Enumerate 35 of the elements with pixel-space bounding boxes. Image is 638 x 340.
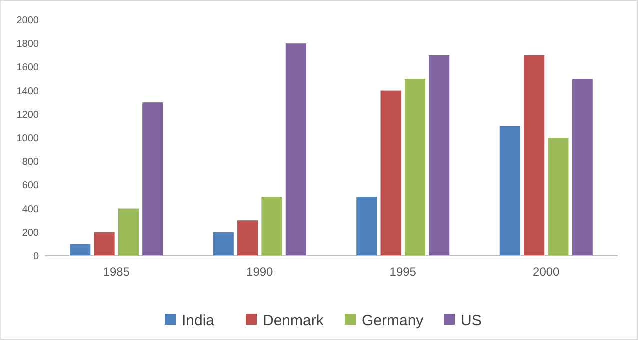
y-tick-label: 200	[22, 228, 40, 239]
bar	[356, 197, 378, 256]
x-tick-label: 1995	[390, 265, 417, 279]
y-tick-label: 1600	[16, 62, 40, 74]
bar	[94, 232, 115, 256]
y-tick-label: 1400	[16, 86, 40, 98]
bar	[524, 55, 545, 256]
x-tick-label: 1990	[246, 265, 274, 279]
bar	[262, 197, 282, 256]
bar	[142, 102, 164, 256]
bar	[548, 138, 569, 256]
y-tick-label: 2000	[16, 16, 40, 26]
y-tick-label: 600	[22, 180, 40, 192]
bar	[380, 90, 402, 256]
legend-label: US	[461, 312, 482, 330]
bar	[118, 208, 139, 256]
bar	[70, 244, 91, 256]
bar	[238, 220, 258, 256]
y-tick-label: 800	[22, 157, 40, 168]
bar	[572, 79, 593, 256]
bar	[429, 55, 450, 256]
bar	[404, 79, 426, 256]
x-tick-label: 2000	[533, 265, 560, 279]
y-tick-label: 1000	[16, 134, 40, 144]
bar	[213, 232, 234, 256]
y-tick-label: 1800	[16, 39, 40, 50]
legend-label: India	[182, 312, 216, 330]
legend-label: Germany	[362, 312, 424, 330]
bar	[286, 44, 306, 256]
bar	[500, 126, 520, 256]
x-tick-label: 1985	[103, 265, 130, 279]
legend-label: Denmark	[263, 312, 324, 330]
y-tick-label: 0	[33, 252, 40, 262]
y-tick-label: 1200	[16, 110, 40, 121]
y-tick-label: 400	[22, 204, 40, 216]
